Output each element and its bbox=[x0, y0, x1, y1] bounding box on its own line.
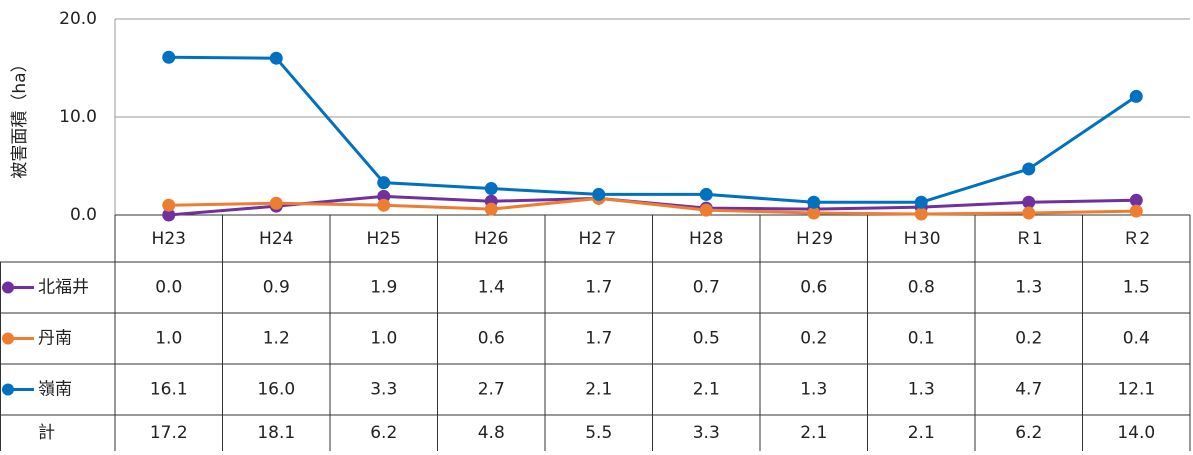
x-tick-label: H25 bbox=[367, 229, 401, 249]
legend-marker bbox=[2, 332, 14, 345]
x-tick-label: Ｒ2 bbox=[1122, 229, 1150, 249]
point bbox=[1129, 204, 1143, 218]
point bbox=[484, 182, 498, 196]
x-tick-label: Ｒ1 bbox=[1015, 229, 1043, 249]
series-line bbox=[168, 55, 1138, 204]
table-cell: 18.1 bbox=[257, 423, 295, 443]
table-cell: 2.1 bbox=[800, 423, 827, 443]
x-tick-label: Ｈ29 bbox=[794, 229, 833, 249]
table-cell: 1.4 bbox=[478, 278, 505, 298]
point bbox=[484, 202, 498, 216]
table-cell: 16.1 bbox=[150, 380, 188, 400]
table-cell: 17.2 bbox=[150, 423, 188, 443]
series-line bbox=[168, 196, 1137, 216]
table-cell: 1.3 bbox=[908, 380, 935, 400]
point bbox=[1129, 193, 1143, 207]
table-cell: 0.6 bbox=[800, 278, 827, 298]
table-cell: 4.7 bbox=[1015, 380, 1042, 400]
table-cell: 1.2 bbox=[263, 329, 290, 349]
point bbox=[162, 50, 176, 64]
legend-marker bbox=[2, 383, 14, 396]
table-cell: 1.5 bbox=[1123, 278, 1150, 298]
table-cell: 3.3 bbox=[693, 423, 720, 443]
x-tick-label: Ｈ30 bbox=[902, 229, 941, 249]
point bbox=[377, 176, 391, 190]
point bbox=[162, 208, 176, 222]
table-cell: 2.1 bbox=[908, 423, 935, 443]
table-cell: 14.0 bbox=[1117, 423, 1155, 443]
table-cell: 0.8 bbox=[908, 278, 935, 298]
table-cell: 0.0 bbox=[155, 278, 182, 298]
y-axis-label: 被害面積（ha） bbox=[10, 55, 30, 178]
table-cell: 6.2 bbox=[1015, 423, 1042, 443]
point bbox=[1022, 195, 1036, 209]
table-cell: 0.6 bbox=[478, 329, 505, 349]
point bbox=[269, 51, 283, 65]
table-cell: 16.0 bbox=[257, 380, 295, 400]
table-cell: 0.9 bbox=[263, 278, 290, 298]
table-cell: 0.1 bbox=[908, 329, 935, 349]
table-cell: 5.5 bbox=[585, 423, 612, 443]
total-label: 計 bbox=[38, 423, 55, 443]
table-cell: 0.7 bbox=[693, 278, 720, 298]
point bbox=[807, 206, 821, 220]
table-cell: 1.9 bbox=[370, 278, 397, 298]
point bbox=[807, 195, 821, 209]
x-tick-label: H28 bbox=[689, 229, 723, 249]
table-cell: 2.7 bbox=[478, 380, 505, 400]
y-tick-label: 0.0 bbox=[70, 205, 97, 225]
x-tick-label: H26 bbox=[474, 229, 508, 249]
y-tick-label: 10.0 bbox=[59, 107, 97, 127]
point bbox=[699, 203, 713, 217]
table-cell: 0.2 bbox=[800, 329, 827, 349]
x-tick-label: H23 bbox=[152, 229, 186, 249]
table-cell: 1.7 bbox=[585, 278, 612, 298]
table-cell: 0.5 bbox=[693, 329, 720, 349]
table-cell: 2.1 bbox=[693, 380, 720, 400]
point bbox=[1022, 206, 1036, 220]
table-cell: 1.3 bbox=[1015, 278, 1042, 298]
y-tick-label: 20.0 bbox=[59, 9, 97, 29]
point bbox=[592, 187, 606, 201]
point bbox=[1129, 89, 1143, 103]
table-cell: 2.1 bbox=[585, 380, 612, 400]
table-cell: 0.2 bbox=[1015, 329, 1042, 349]
point bbox=[377, 198, 391, 212]
table-cell: 4.8 bbox=[478, 423, 505, 443]
table-cell: 0.4 bbox=[1123, 329, 1150, 349]
point bbox=[162, 198, 176, 212]
table-cell: 1.0 bbox=[370, 329, 397, 349]
x-tick-label: H2７ bbox=[578, 229, 619, 249]
legend-label: 丹南 bbox=[38, 329, 72, 349]
point bbox=[914, 195, 928, 209]
table-cell: 1.3 bbox=[800, 380, 827, 400]
point bbox=[269, 196, 283, 210]
table-cell: 1.0 bbox=[155, 329, 182, 349]
legend-label: 嶺南 bbox=[38, 380, 72, 400]
legend-label: 北福井 bbox=[38, 278, 89, 298]
table-cell: 3.3 bbox=[370, 380, 397, 400]
point bbox=[699, 187, 713, 201]
table-cell: 6.2 bbox=[370, 423, 397, 443]
legend-marker bbox=[2, 281, 14, 294]
table-cell: 1.7 bbox=[585, 329, 612, 349]
x-tick-label: H24 bbox=[259, 229, 293, 249]
point bbox=[914, 207, 928, 221]
point bbox=[1022, 162, 1036, 176]
table-cell: 12.1 bbox=[1117, 380, 1155, 400]
